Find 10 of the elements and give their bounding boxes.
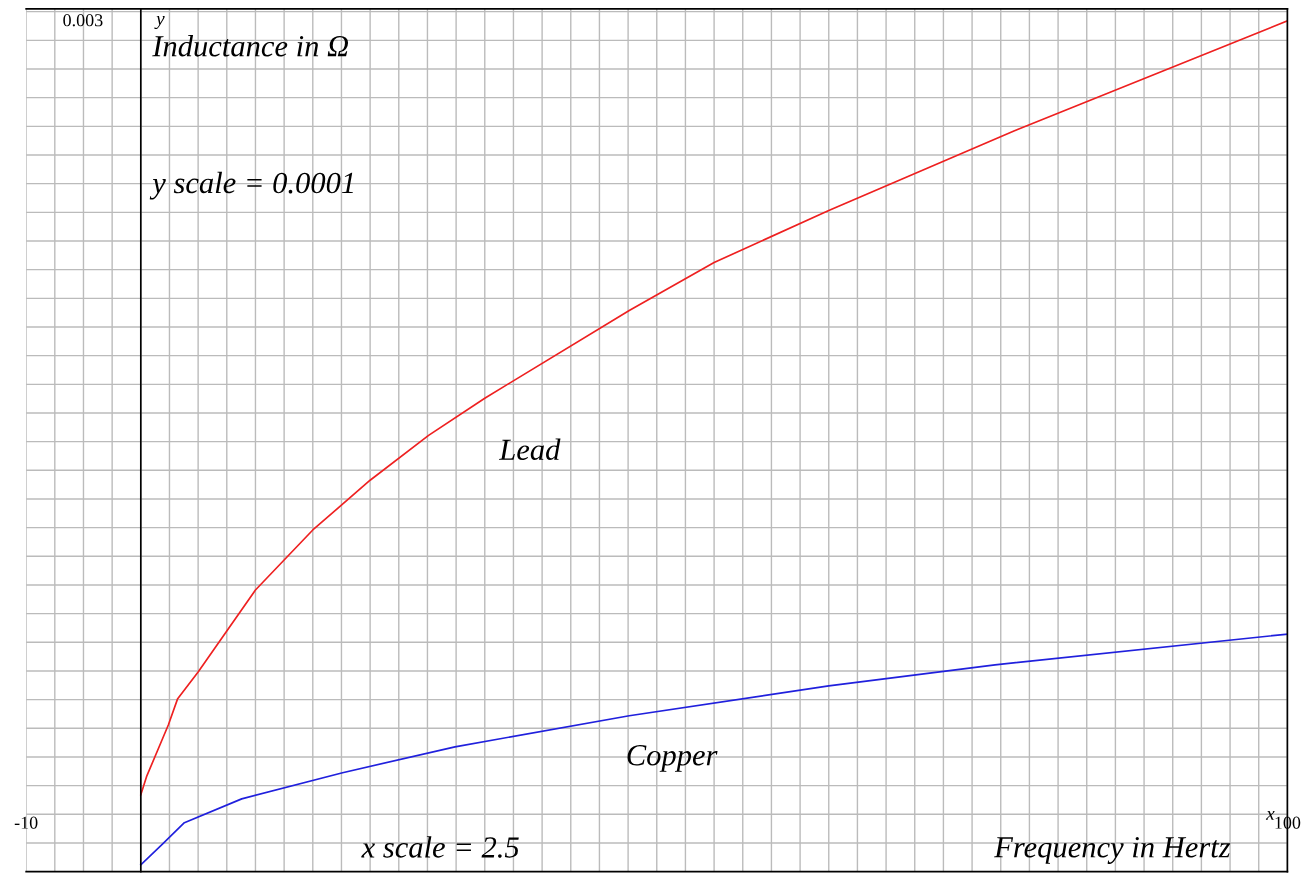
x-axis-title: Frequency in Hertz	[994, 837, 1231, 864]
y-axis-title: Inductance in Ω	[152, 35, 349, 57]
series-label: Copper	[627, 745, 718, 772]
annotation: 0.003	[63, 14, 103, 27]
annotation: x scale = 2.5	[361, 836, 519, 858]
annotation: y scale = 0.0001	[149, 171, 353, 200]
annotation: y	[154, 15, 165, 30]
series-label: Lead	[498, 438, 561, 461]
annotation: x	[1265, 810, 1275, 820]
x-tick-label: -10	[14, 816, 38, 829]
